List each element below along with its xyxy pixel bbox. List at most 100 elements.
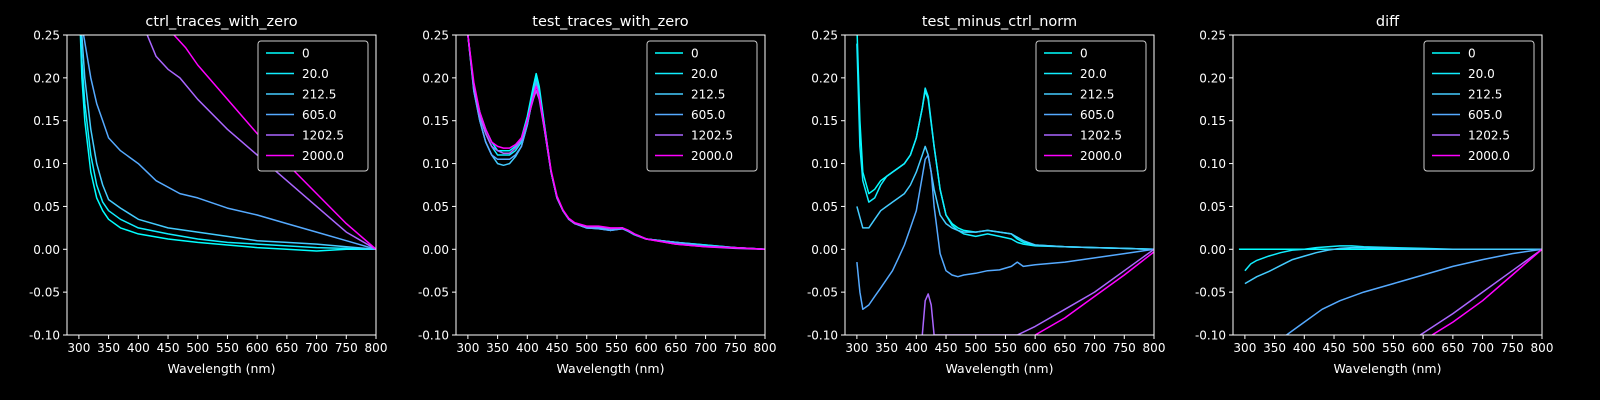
x-tick-label: 350	[486, 341, 509, 355]
legend-entry: 1202.5	[1080, 129, 1122, 143]
y-tick-label: 0.10	[422, 157, 449, 171]
legend-entry: 0	[1468, 47, 1476, 61]
series-group	[467, 35, 765, 251]
x-tick-label: 450	[1323, 341, 1346, 355]
y-tick-label: -0.10	[1195, 329, 1226, 343]
x-tick-label: 300	[845, 341, 868, 355]
x-tick-label: 400	[1293, 341, 1316, 355]
legend: 0 20.0 212.5 605.0 1202.5 2000.0	[257, 40, 369, 172]
x-tick-label: 700	[1083, 341, 1106, 355]
legend-entry: 20.0	[1468, 67, 1495, 81]
legend-entry: 1202.5	[302, 129, 344, 143]
legend-entry: 212.5	[691, 88, 725, 102]
axes-frame	[66, 34, 377, 336]
legend: 0 20.0 212.5 605.0 1202.5 2000.0	[1423, 40, 1535, 172]
x-tick-label: 300	[67, 341, 90, 355]
x-tick-label: 400	[905, 341, 928, 355]
y-tick-label: 0.00	[422, 243, 449, 257]
x-tick-label: 650	[1441, 341, 1464, 355]
legend-entry: 0	[691, 47, 699, 61]
y-tick-label: 0.00	[33, 243, 60, 257]
y-tick-label: 0.05	[811, 200, 838, 214]
legend-entry: 20.0	[1080, 67, 1107, 81]
x-tick-label: 550	[1382, 341, 1405, 355]
x-tick-label: 400	[516, 341, 539, 355]
series-line-2000-0	[1034, 251, 1154, 335]
y-tick-label: 0.10	[811, 157, 838, 171]
y-tick-label: -0.05	[29, 286, 60, 300]
legend-entry: 605.0	[691, 108, 725, 122]
legend-entry: 2000.0	[691, 149, 733, 163]
chart-title: ctrl_traces_with_zero	[145, 14, 297, 30]
x-tick-label: 700	[305, 341, 328, 355]
x-axis-label: Wavelength (nm)	[168, 361, 276, 376]
x-tick-label: 350	[97, 341, 120, 355]
x-tick-label: 800	[1531, 341, 1554, 355]
x-tick-label: 500	[964, 341, 987, 355]
legend-entry: 1202.5	[1468, 129, 1510, 143]
y-tick-label: 0.25	[33, 29, 60, 43]
series-line-212-5	[81, 35, 376, 251]
y-tick-label: 0.05	[1199, 200, 1226, 214]
y-tick-label: 0.20	[1199, 71, 1226, 85]
y-tick-label: -0.05	[418, 286, 449, 300]
x-tick-label: 550	[994, 341, 1017, 355]
legend-entry: 212.5	[302, 88, 336, 102]
chart-title: test_minus_ctrl_norm	[922, 14, 1077, 30]
legend-entry: 20.0	[691, 67, 718, 81]
legend-entry: 605.0	[302, 108, 336, 122]
x-tick-label: 500	[575, 341, 598, 355]
legend-entry: 2000.0	[302, 149, 344, 163]
legend-entry: 0	[302, 47, 310, 61]
legend-entry: 0	[1080, 47, 1088, 61]
legend-entry: 2000.0	[1468, 149, 1510, 163]
legend-entry: 212.5	[1468, 88, 1502, 102]
y-tick-label: 0.20	[811, 71, 838, 85]
series-line-1202-5	[921, 248, 1154, 335]
series-line-212-5	[1244, 246, 1542, 285]
y-tick-label: 0.10	[1199, 157, 1226, 171]
series-line-20-0	[856, 43, 1154, 251]
series-group	[1238, 245, 1542, 335]
x-tick-label: 450	[935, 341, 958, 355]
y-tick-label: 0.05	[33, 200, 60, 214]
x-tick-label: 500	[1352, 341, 1375, 355]
y-tick-label: 0.25	[1199, 29, 1226, 43]
series-line-605-0	[82, 35, 376, 251]
legend: 0 20.0 212.5 605.0 1202.5 2000.0	[646, 40, 758, 172]
legend-entry: 20.0	[302, 67, 329, 81]
x-tick-label: 600	[246, 341, 269, 355]
chart-panel-2: test_traces_with_zero 300 350 400 450 500 550 6…	[418, 14, 777, 376]
y-tick-label: 0.00	[811, 243, 838, 257]
legend: 0 20.0 212.5 605.0 1202.5 2000.0	[1035, 40, 1147, 172]
x-tick-label: 800	[365, 341, 388, 355]
x-axis-label: Wavelength (nm)	[557, 361, 665, 376]
series-line-20-0	[80, 35, 376, 251]
x-tick-label: 750	[1113, 341, 1136, 355]
series-line-605-0	[1286, 248, 1542, 335]
y-tick-label: 0.25	[811, 29, 838, 43]
x-tick-label: 600	[1024, 341, 1047, 355]
x-tick-label: 600	[635, 341, 658, 355]
series-line-2000-0	[1431, 248, 1542, 335]
y-tick-label: 0.20	[422, 71, 449, 85]
y-tick-label: 0.15	[422, 114, 449, 128]
chart-title: test_traces_with_zero	[532, 14, 689, 30]
series-line-212-5	[856, 145, 1154, 251]
series-line-1202-5	[1419, 248, 1542, 335]
y-tick-label: -0.10	[807, 329, 838, 343]
series-line-1202-5	[146, 35, 376, 250]
x-tick-label: 750	[724, 341, 747, 355]
axes-frame	[455, 34, 766, 336]
x-tick-label: 600	[1412, 341, 1435, 355]
y-tick-label: 0.20	[33, 71, 60, 85]
legend-entry: 605.0	[1468, 108, 1502, 122]
y-tick-label: 0.00	[1199, 243, 1226, 257]
x-tick-label: 650	[275, 341, 298, 355]
series-group	[856, 35, 1154, 335]
legend-entry: 605.0	[1080, 108, 1114, 122]
x-tick-label: 550	[605, 341, 628, 355]
x-tick-label: 650	[1053, 341, 1076, 355]
